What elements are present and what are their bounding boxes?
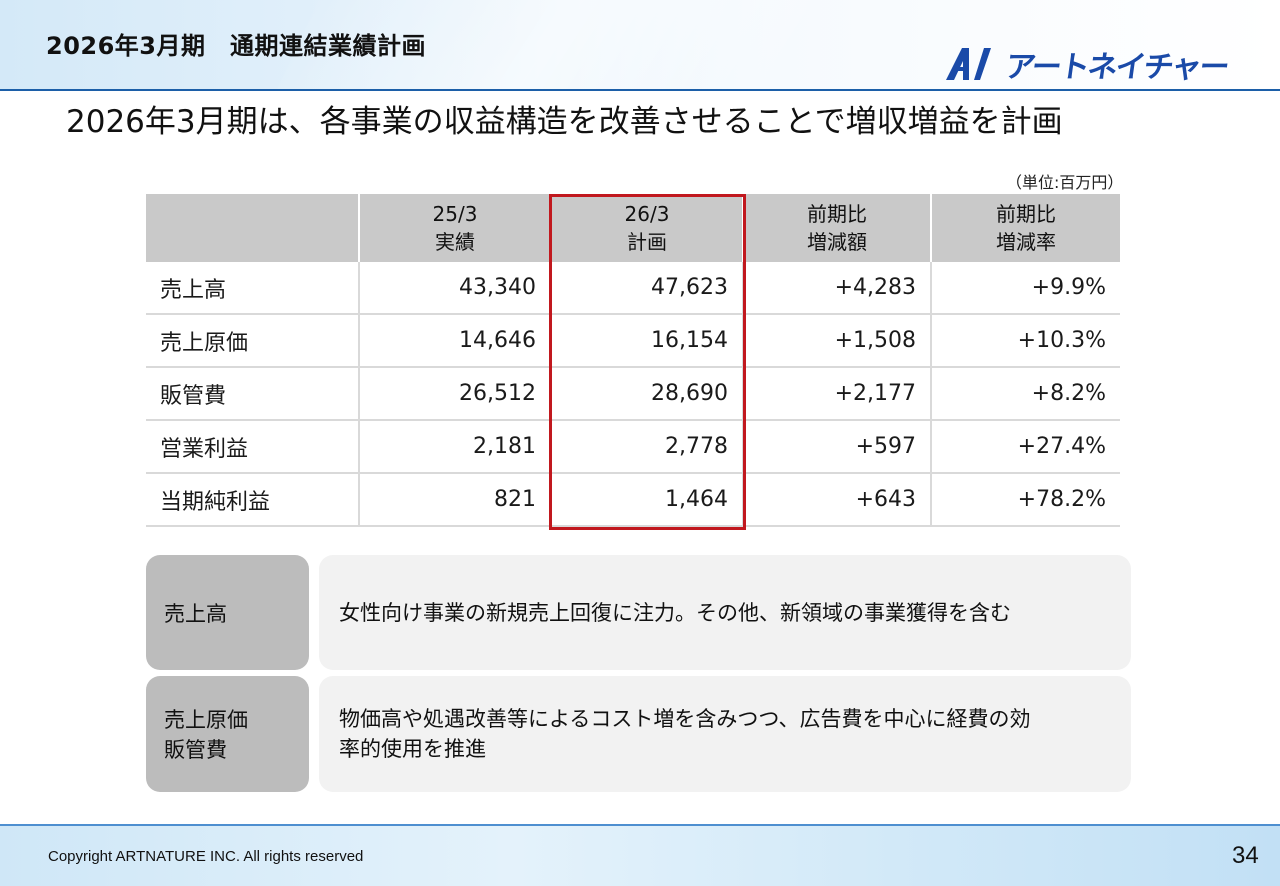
diff-value: +4,283	[742, 262, 931, 315]
header-line1: 前期比	[996, 202, 1056, 226]
slide-subtitle: 2026年3月期は、各事業の収益構造を改善させることで増収増益を計画	[66, 104, 1063, 140]
results-table: 25/3 実績 26/3 計画 前期比 増減額 前期比 増減率 売上高 43,3…	[146, 194, 1120, 527]
note-label-line: 売上高	[164, 601, 227, 626]
plan-value: 16,154	[550, 314, 743, 368]
diff-value: +597	[742, 420, 931, 474]
actual-value: 821	[358, 473, 551, 527]
table-row: 当期純利益 821 1,464 +643 +78.2%	[146, 473, 1120, 527]
header-line1: 26/3	[624, 202, 670, 226]
row-label: 販管費	[146, 367, 359, 421]
header-cell-rate: 前期比 増減率	[930, 194, 1120, 262]
rate-value: +8.2%	[930, 367, 1120, 421]
diff-value: +2,177	[742, 367, 931, 421]
plan-value: 47,623	[550, 262, 743, 315]
header-cell-diff: 前期比 増減額	[742, 194, 931, 262]
header-divider	[0, 89, 1280, 91]
note-label-line: 販管費	[164, 738, 227, 762]
page-number: 34	[1232, 842, 1259, 869]
table-row: 売上高 43,340 47,623 +4,283 +9.9%	[146, 262, 1120, 315]
rate-value: +9.9%	[930, 262, 1120, 315]
header-line1: 25/3	[432, 202, 478, 226]
actual-value: 14,646	[358, 314, 551, 368]
logo-text: アートネイチャー	[1003, 50, 1230, 85]
diff-value: +1,508	[742, 314, 931, 368]
table-row: 売上原価 14,646 16,154 +1,508 +10.3%	[146, 314, 1120, 368]
note-body-sales: 女性向け事業の新規売上回復に注力。その他、新領域の事業獲得を含む	[319, 555, 1131, 670]
rate-value: +78.2%	[930, 473, 1120, 527]
row-label: 売上高	[146, 262, 359, 315]
actual-value: 26,512	[358, 367, 551, 421]
company-logo: アートネイチャー	[944, 46, 1264, 85]
rate-value: +10.3%	[930, 314, 1120, 368]
table-row: 販管費 26,512 28,690 +2,177 +8.2%	[146, 367, 1120, 421]
footer-divider	[0, 824, 1280, 826]
logo-mark-icon	[946, 48, 991, 80]
note-body-line: 率的使用を推進	[339, 737, 486, 761]
header-line2: 増減額	[807, 230, 867, 254]
actual-value: 2,181	[358, 420, 551, 474]
header-line2: 増減率	[996, 230, 1056, 254]
table-header-row: 25/3 実績 26/3 計画 前期比 増減額 前期比 増減率	[146, 194, 1120, 262]
note-body-line: 物価高や処遇改善等によるコスト増を含みつつ、広告費を中心に経費の効	[339, 707, 1031, 731]
footer-band	[0, 824, 1280, 886]
plan-value: 28,690	[550, 367, 743, 421]
plan-value: 1,464	[550, 473, 743, 527]
table-row: 営業利益 2,181 2,778 +597 +27.4%	[146, 420, 1120, 474]
unit-label: （単位:百万円）	[1006, 173, 1124, 192]
row-label: 営業利益	[146, 420, 359, 474]
header-cell-item	[146, 194, 359, 262]
header-line1: 前期比	[807, 202, 867, 226]
note-body-line: 女性向け事業の新規売上回復に注力。その他、新領域の事業獲得を含む	[339, 600, 1011, 625]
actual-value: 43,340	[358, 262, 551, 315]
header-band	[0, 0, 1280, 90]
header-cell-actual: 25/3 実績	[358, 194, 551, 262]
note-label-costs: 売上原価 販管費	[146, 676, 309, 792]
plan-value: 2,778	[550, 420, 743, 474]
copyright-text: Copyright ARTNATURE INC. All rights rese…	[48, 848, 364, 865]
header-cell-plan: 26/3 計画	[550, 194, 743, 262]
page-heading: 2026年3月期 通期連結業績計画	[46, 32, 426, 60]
row-label: 売上原価	[146, 314, 359, 368]
diff-value: +643	[742, 473, 931, 527]
note-label-line: 売上原価	[164, 708, 248, 732]
row-label: 当期純利益	[146, 473, 359, 527]
note-body-costs: 物価高や処遇改善等によるコスト増を含みつつ、広告費を中心に経費の効 率的使用を推…	[319, 676, 1131, 792]
header-line2: 計画	[627, 230, 667, 254]
note-label-sales: 売上高	[146, 555, 309, 670]
header-line2: 実績	[435, 230, 475, 254]
rate-value: +27.4%	[930, 420, 1120, 474]
